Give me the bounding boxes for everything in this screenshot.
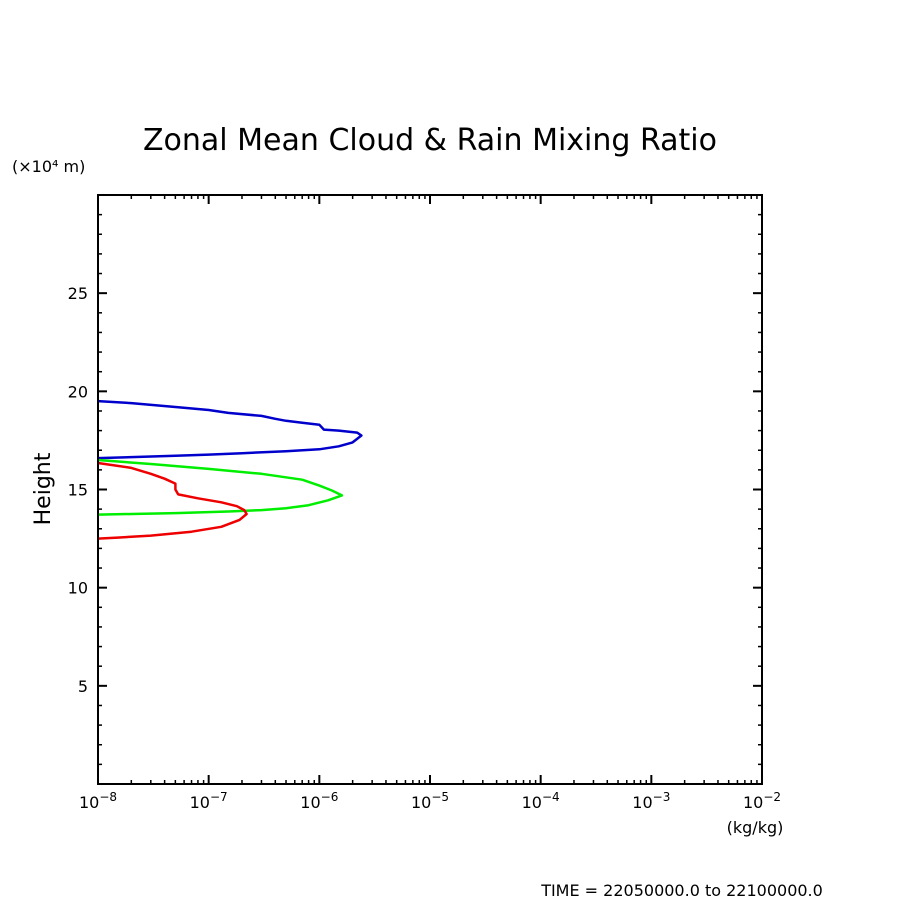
y-axis-label: Height (31, 452, 56, 525)
tick-labels: 10−8 10−7 10−6 10−5 10−4 10−3 10−2 5 10 15 20 25 (68, 284, 781, 812)
x-tick-label: 10−2 (743, 790, 781, 812)
series-line-1 (97, 399, 363, 460)
x-tick-label: 10−4 (522, 790, 560, 812)
y-tick-label: 20 (68, 382, 88, 401)
y-tick-label: 25 (68, 284, 88, 303)
x-tick-label: 10−7 (190, 790, 228, 812)
y-tick-label: 10 (68, 579, 88, 598)
time-footer: TIME = 22050000.0 to 22100000.0 (540, 881, 823, 900)
x-tick-label: 10−3 (632, 790, 670, 812)
y-unit-label: (×10⁴ m) (12, 157, 85, 176)
series-line-3 (97, 461, 248, 540)
series-line-2 (97, 458, 344, 516)
plot-frame (97, 194, 763, 785)
chart-title: Zonal Mean Cloud & Rain Mixing Ratio (143, 123, 717, 158)
minor-ticks (98, 195, 762, 784)
x-tick-label: 10−8 (79, 790, 117, 812)
y-tick-label: 5 (78, 677, 88, 696)
series-group (97, 399, 363, 540)
y-tick-label: 15 (68, 481, 88, 500)
x-tick-label: 10−6 (300, 790, 338, 812)
major-ticks (97, 195, 763, 784)
x-unit-label: (kg/kg) (727, 818, 784, 837)
x-tick-label: 10−5 (411, 790, 449, 812)
